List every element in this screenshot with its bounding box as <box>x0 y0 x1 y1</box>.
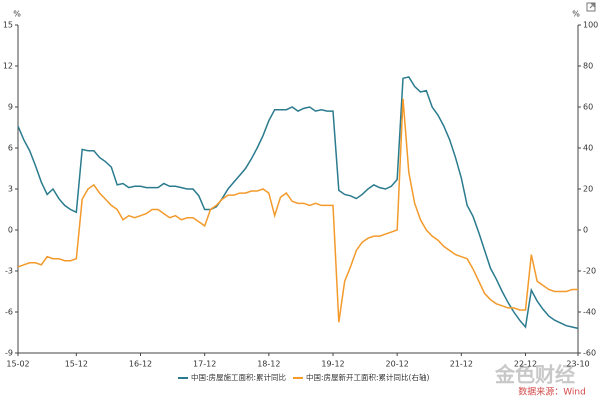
y-tick-label: -3 <box>5 267 13 276</box>
y-tick-label: 9 <box>8 103 13 112</box>
x-tick-label: 22-12 <box>514 360 537 369</box>
x-tick-label: 16-12 <box>129 360 152 369</box>
y2-tick-label: -20 <box>583 267 596 276</box>
y-tick-label: 15 <box>3 21 13 30</box>
y2-tick-label: 40 <box>583 144 593 153</box>
expand-icon[interactable] <box>586 2 596 12</box>
y-tick-label: 12 <box>3 62 13 71</box>
y2-tick-label: -60 <box>583 349 596 358</box>
y-unit: % <box>13 10 21 19</box>
y-tick-label: 6 <box>8 144 13 153</box>
series-line <box>17 76 579 330</box>
y-tick-label: 0 <box>8 226 13 235</box>
x-tick-label: 20-12 <box>386 360 409 369</box>
x-tick-label: 21-12 <box>450 360 473 369</box>
x-tick-label: 15-02 <box>6 360 29 369</box>
y-tick-label: 3 <box>8 185 13 194</box>
y2-tick-label: 0 <box>583 226 588 235</box>
expand-arrow[interactable] <box>589 3 595 9</box>
legend-item: 中国:房屋新开工面积:累计同比(右轴) <box>293 372 429 382</box>
series-line <box>17 98 578 323</box>
y2-tick-label: 60 <box>583 103 593 112</box>
y2-tick-label: 80 <box>583 62 593 71</box>
x-tick-label: 18-12 <box>257 360 280 369</box>
y-tick-label: -9 <box>5 349 13 358</box>
y-tick-label: -6 <box>5 308 13 317</box>
source: 数据来源：Wind <box>518 386 586 398</box>
legend-item: 中国:房屋施工面积:累计同比 <box>178 372 287 382</box>
y2-unit: % <box>572 10 580 19</box>
x-tick-label: 17-12 <box>193 360 216 369</box>
watermark: 金色财经 <box>494 363 575 387</box>
x-tick-label: 19-12 <box>321 360 344 369</box>
legend-label: 中国:房屋新开工面积:累计同比(右轴) <box>306 372 429 382</box>
expand-box[interactable] <box>586 2 596 12</box>
x-tick-label: 15-12 <box>65 360 88 369</box>
x-tick-label: 23-10 <box>566 360 589 369</box>
y2-tick-label: 20 <box>583 185 593 194</box>
legend-label: 中国:房屋施工面积:累计同比 <box>191 372 287 382</box>
y2-tick-label: 100 <box>583 21 598 30</box>
y2-tick-label: -40 <box>583 308 596 317</box>
